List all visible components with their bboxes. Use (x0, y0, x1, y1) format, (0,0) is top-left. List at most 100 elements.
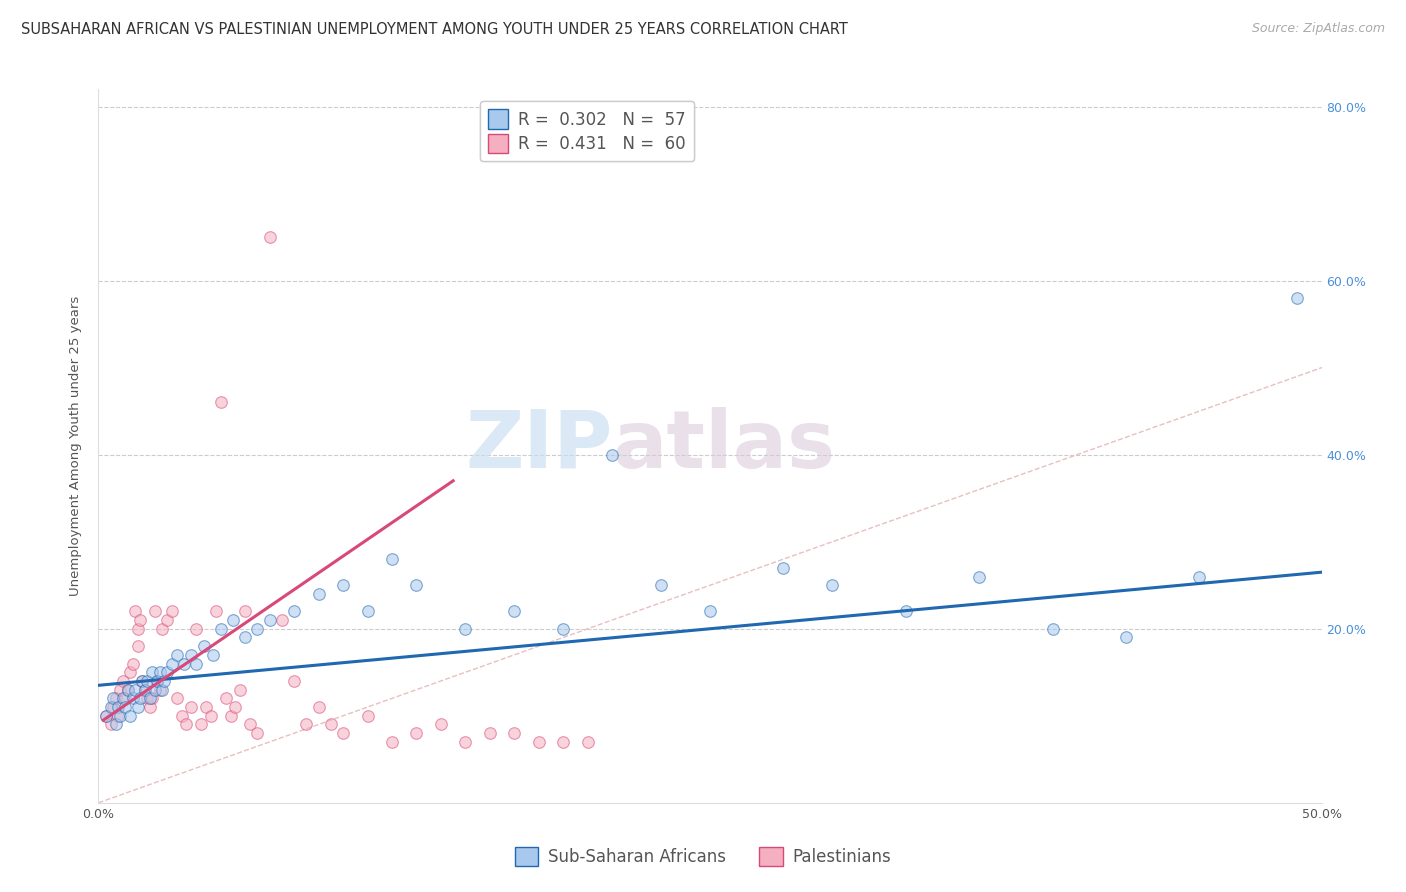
Point (1042, 622, 1064, 636)
Point (170, 708, 193, 723)
Point (156, 613, 179, 627)
Text: atlas: atlas (612, 407, 835, 485)
Point (127, 700, 149, 714)
Point (117, 682, 139, 697)
Point (114, 700, 136, 714)
Point (332, 578, 354, 592)
Point (111, 673, 134, 688)
Point (114, 691, 136, 706)
Point (101, 700, 124, 714)
Point (576, 735, 599, 749)
Point (131, 673, 153, 688)
Point (127, 639, 149, 653)
Point (117, 682, 139, 697)
Point (894, 604, 917, 618)
Text: ZIP: ZIP (465, 407, 612, 485)
Point (127, 622, 149, 636)
Point (295, 717, 318, 731)
Point (772, 561, 794, 575)
Point (107, 708, 129, 723)
Point (101, 691, 124, 706)
Point (1188, 569, 1211, 583)
Point (1115, 631, 1137, 645)
Point (176, 717, 198, 731)
Point (699, 604, 721, 618)
Point (186, 622, 208, 636)
Point (454, 622, 477, 636)
Point (405, 726, 427, 740)
Point (503, 604, 526, 618)
Point (381, 735, 404, 749)
Point (131, 673, 153, 688)
Point (270, 613, 294, 627)
Point (454, 735, 477, 749)
Point (308, 700, 330, 714)
Point (129, 691, 152, 706)
Point (233, 631, 256, 645)
Y-axis label: Unemployment Among Youth under 25 years: Unemployment Among Youth under 25 years (69, 296, 83, 596)
Point (478, 726, 501, 740)
Point (283, 604, 305, 618)
Point (193, 639, 215, 653)
Point (104, 717, 127, 731)
Point (160, 657, 183, 671)
Point (121, 691, 143, 706)
Point (153, 673, 176, 688)
Point (200, 708, 222, 723)
Point (180, 700, 202, 714)
Point (650, 578, 672, 592)
Point (259, 613, 281, 627)
Point (107, 700, 129, 714)
Point (222, 613, 245, 627)
Point (527, 735, 550, 749)
Point (94, 708, 117, 723)
Point (143, 604, 166, 618)
Point (124, 604, 146, 618)
Point (129, 613, 152, 627)
Point (134, 682, 156, 697)
Point (136, 691, 159, 706)
Point (503, 726, 526, 740)
Point (233, 604, 256, 618)
Point (160, 604, 183, 618)
Point (229, 682, 252, 697)
Point (146, 673, 169, 688)
Point (186, 657, 208, 671)
Point (146, 673, 169, 688)
Point (356, 708, 378, 723)
Point (124, 682, 146, 697)
Point (224, 700, 246, 714)
Point (1286, 291, 1309, 305)
Point (94, 708, 117, 723)
Point (967, 569, 990, 583)
Point (202, 648, 225, 662)
Point (190, 717, 212, 731)
Point (166, 691, 188, 706)
Text: SUBSAHARAN AFRICAN VS PALESTINIAN UNEMPLOYMENT AMONG YOUTH UNDER 25 YEARS CORREL: SUBSAHARAN AFRICAN VS PALESTINIAN UNEMPL… (21, 22, 848, 37)
Legend: R =  0.302   N =  57, R =  0.431   N =  60: R = 0.302 N = 57, R = 0.431 N = 60 (479, 101, 695, 161)
Point (209, 395, 232, 409)
Point (141, 665, 163, 680)
Point (110, 682, 132, 697)
Point (246, 726, 269, 740)
Point (149, 665, 172, 680)
Point (553, 735, 575, 749)
Point (319, 717, 342, 731)
Point (195, 700, 218, 714)
Point (180, 648, 202, 662)
Point (104, 691, 127, 706)
Point (405, 578, 427, 592)
Point (308, 587, 330, 601)
Point (283, 673, 305, 688)
Point (214, 691, 236, 706)
Point (205, 604, 228, 618)
Point (139, 700, 162, 714)
Point (356, 604, 378, 618)
Point (156, 665, 179, 680)
Point (100, 700, 122, 714)
Text: Source: ZipAtlas.com: Source: ZipAtlas.com (1251, 22, 1385, 36)
Point (219, 708, 242, 723)
Point (430, 717, 453, 731)
Point (173, 657, 195, 671)
Point (143, 682, 166, 697)
